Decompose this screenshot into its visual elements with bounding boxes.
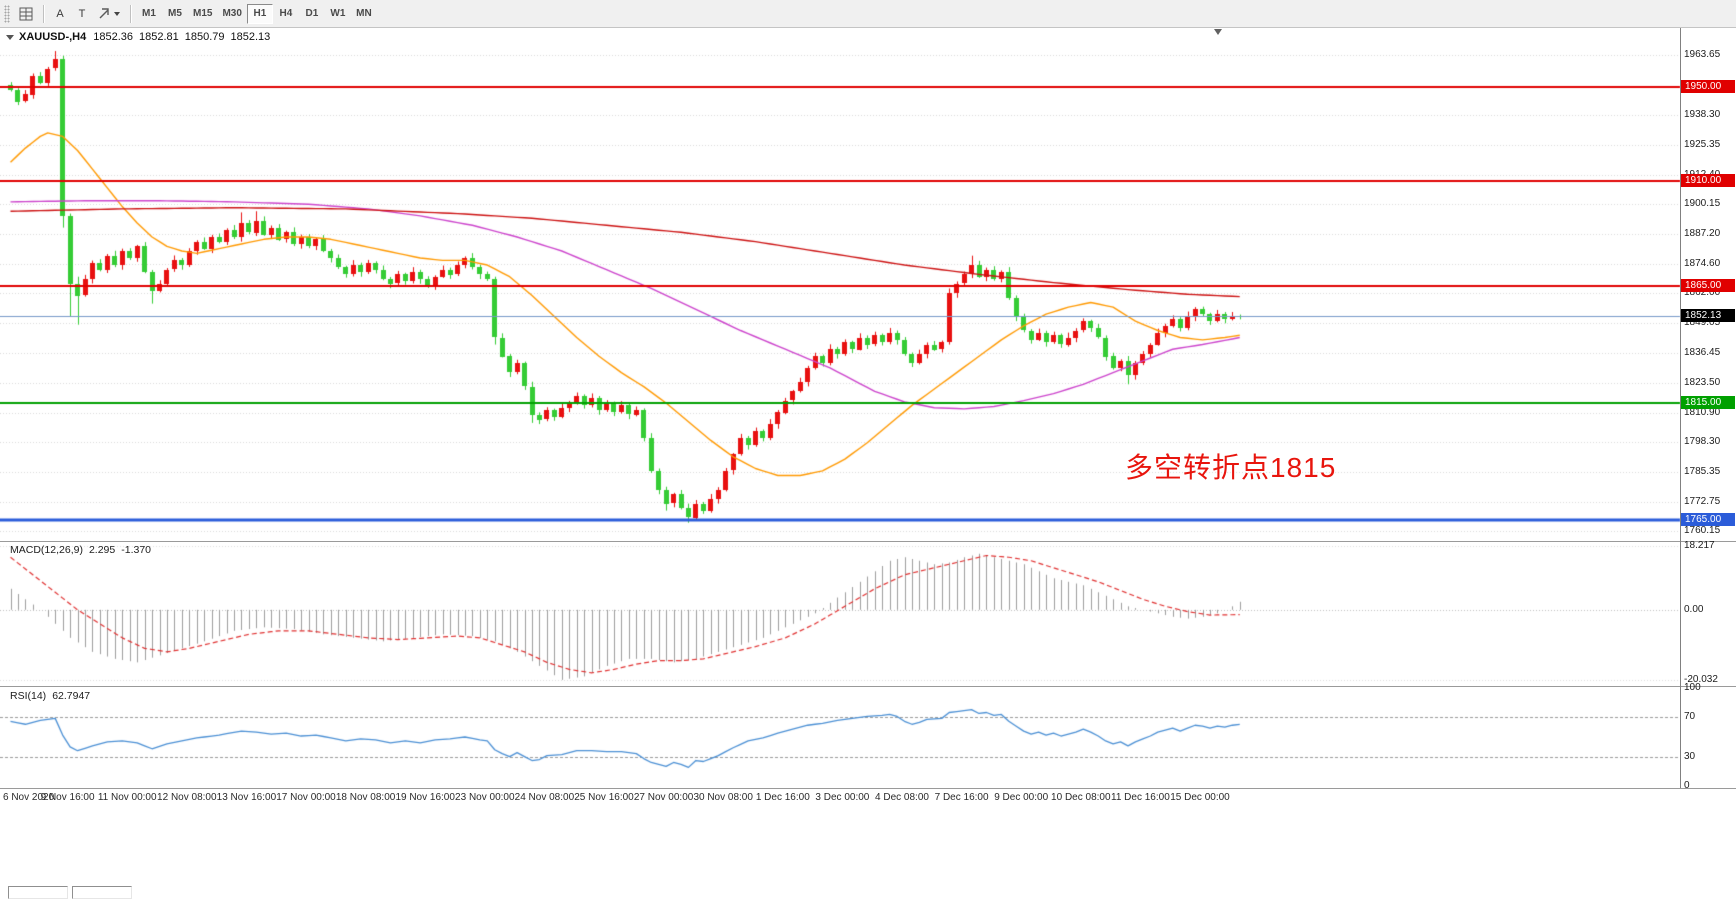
toolbar-drag-handle[interactable] [4, 4, 10, 23]
timeframe-button-w1[interactable]: W1 [330, 8, 346, 19]
chevron-down-icon [114, 11, 120, 16]
toolbar-separator [130, 4, 131, 23]
arrow-tools-button[interactable] [93, 4, 125, 24]
rsi-name: RSI(14) [10, 690, 47, 702]
text-tool-button[interactable]: T [78, 7, 86, 20]
timeframe-button-m30[interactable]: M30 [222, 8, 242, 19]
time-axis[interactable] [0, 788, 1736, 806]
low-value: 1850.79 [184, 31, 225, 43]
chart-shift-marker-icon[interactable] [1214, 29, 1222, 35]
status-bar [0, 884, 1736, 900]
price-chart-canvas[interactable] [0, 28, 1736, 790]
price-axis[interactable] [1681, 28, 1736, 788]
rsi-indicator-label: RSI(14) 62.7947 [10, 690, 90, 702]
macd-signal-value: -1.370 [121, 544, 152, 556]
open-value: 1852.36 [93, 31, 133, 43]
rsi-value: 62.7947 [52, 690, 91, 702]
arrow-tool-icon [99, 8, 109, 19]
macd-main-value: 2.295 [88, 544, 116, 556]
status-cell-1[interactable] [8, 885, 68, 899]
chart-region: XAUUSD-,H4 1852.36 1852.81 1850.79 1852.13 多… [0, 28, 1736, 806]
timeframe-button-h4[interactable]: H4 [279, 8, 293, 19]
timeframe-button-mn[interactable]: MN [356, 8, 372, 19]
timeframe-button-m15[interactable]: M15 [193, 8, 213, 19]
time-axis-divider [0, 788, 1736, 789]
one-click-trading-toggle-icon[interactable] [6, 35, 14, 40]
macd-name: MACD(12,26,9) [10, 544, 83, 556]
macd-panel-divider[interactable] [0, 541, 1736, 542]
high-value: 1852.81 [139, 31, 179, 43]
timeframe-button-group: M1 M5 M15 M30 H1 H4 D1 W1 MN [136, 3, 377, 24]
timeframe-button-m5[interactable]: M5 [168, 8, 182, 19]
chart-text-annotation[interactable]: 多空转折点1815 [1125, 452, 1337, 483]
chart-title: XAUUSD-,H4 1852.36 1852.81 1850.79 1852.13 [6, 31, 276, 43]
charts-grid-icon [19, 7, 33, 20]
rsi-panel-divider[interactable] [0, 686, 1736, 687]
timeframe-button-m1[interactable]: M1 [142, 8, 156, 19]
toolbar: A T M1 M5 M15 M30 H1 H4 D1 W1 MN [0, 0, 1736, 28]
cursor-tool-button[interactable]: A [56, 7, 64, 20]
timeframe-button-h1[interactable]: H1 [246, 3, 273, 24]
toolbar-separator [43, 4, 44, 23]
status-cell-2[interactable] [72, 885, 132, 899]
timeframe-button-d1[interactable]: D1 [305, 8, 319, 19]
charts-grid-button[interactable] [14, 4, 38, 24]
symbol-period-label: XAUUSD-,H4 [19, 31, 87, 43]
close-value: 1852.13 [230, 31, 271, 43]
price-axis-border [1680, 28, 1681, 788]
macd-indicator-label: MACD(12,26,9) 2.295 -1.370 [10, 544, 151, 556]
